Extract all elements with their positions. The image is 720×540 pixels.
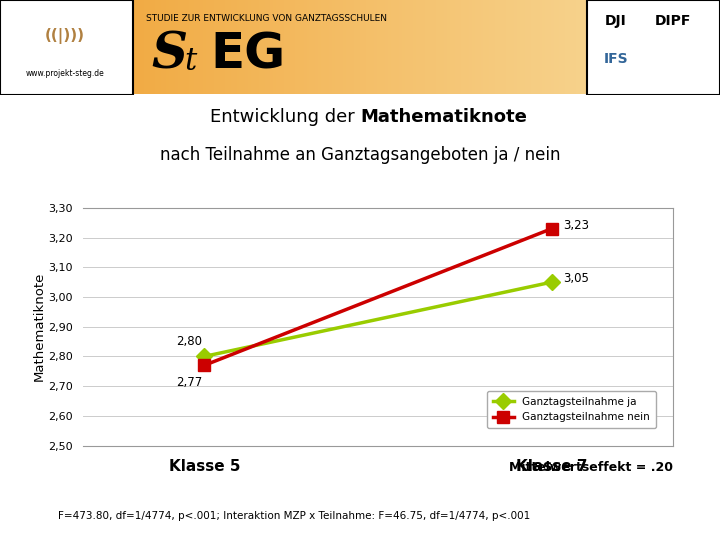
- Y-axis label: Mathematiknote: Mathematiknote: [32, 272, 45, 381]
- Text: Mittelwertseffekt = .20: Mittelwertseffekt = .20: [509, 461, 673, 474]
- Text: nach Teilnahme an Ganztagsangeboten ja / nein: nach Teilnahme an Ganztagsangeboten ja /…: [160, 146, 560, 164]
- Text: t: t: [184, 46, 197, 77]
- Text: ((|))): ((|))): [45, 28, 85, 44]
- Text: S: S: [151, 30, 187, 79]
- Text: Entwicklung der: Entwicklung der: [210, 109, 360, 126]
- Text: IFS: IFS: [603, 52, 628, 65]
- Ganztagsteilnahme nein: [547, 226, 556, 232]
- Ganztagsteilnahme ja: [200, 353, 209, 360]
- Text: 2,77: 2,77: [176, 376, 203, 389]
- Line: Ganztagsteilnahme nein: Ganztagsteilnahme nein: [199, 223, 557, 371]
- Text: EG: EG: [211, 31, 286, 79]
- Text: STUDIE ZUR ENTWICKLUNG VON GANZTAGSSCHULEN: STUDIE ZUR ENTWICKLUNG VON GANZTAGSSCHUL…: [146, 15, 387, 23]
- Text: 2,80: 2,80: [176, 335, 202, 348]
- Ganztagsteilnahme ja: [547, 279, 556, 286]
- Bar: [0, 0, 133, 94]
- Bar: [587, 0, 720, 94]
- Legend: Ganztagsteilnahme ja, Ganztagsteilnahme nein: Ganztagsteilnahme ja, Ganztagsteilnahme …: [487, 391, 656, 428]
- Text: 3,23: 3,23: [563, 219, 589, 232]
- Ganztagsteilnahme nein: [200, 362, 209, 369]
- Text: DJI: DJI: [605, 14, 626, 28]
- Line: Ganztagsteilnahme ja: Ganztagsteilnahme ja: [199, 276, 557, 362]
- Text: 3,05: 3,05: [563, 272, 589, 285]
- Text: www.projekt-steg.de: www.projekt-steg.de: [25, 69, 104, 78]
- Text: F=473.80, df=1/4774, p<.001; Interaktion MZP x Teilnahme: F=46.75, df=1/4774, p<: F=473.80, df=1/4774, p<.001; Interaktion…: [58, 511, 530, 521]
- Text: DIPF: DIPF: [655, 14, 691, 28]
- Text: Mathematiknote: Mathematiknote: [360, 109, 527, 126]
